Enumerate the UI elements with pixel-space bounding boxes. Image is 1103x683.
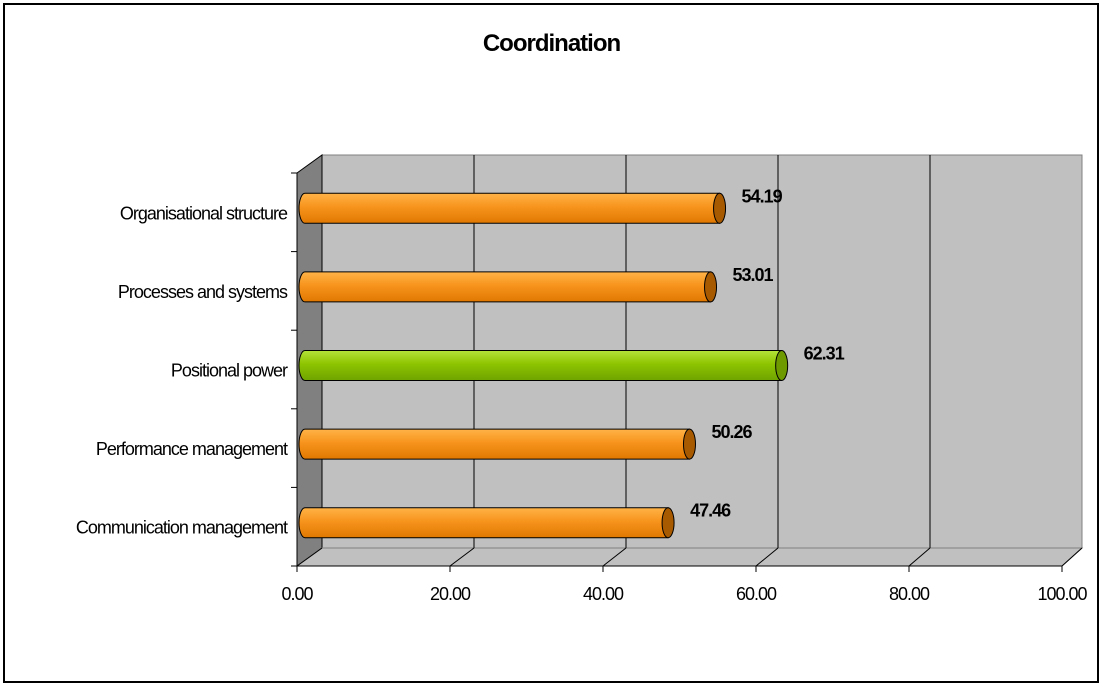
gridlines [291, 155, 1083, 572]
labels: 0.00 20.00 40.00 60.00 80.00 100.00 Communicat… [76, 186, 1089, 604]
data-label: 47.46 [690, 501, 731, 521]
bar-body [298, 350, 783, 381]
bar-end-cap [661, 507, 675, 539]
bar-end-cap [704, 271, 718, 303]
x-tick-label: 60.00 [736, 584, 777, 604]
bar-body [298, 428, 690, 460]
floor-gridline [296, 547, 323, 567]
bars [298, 192, 789, 539]
floor [295, 547, 1084, 567]
category-label: Processes and systems [118, 282, 288, 302]
bar-end-cap [713, 192, 727, 224]
x-tick-label: 80.00 [889, 584, 930, 604]
x-tick-label: 0.00 [281, 584, 313, 604]
data-label: 53.01 [733, 265, 774, 285]
floor-gridline [449, 547, 475, 567]
x-tick-label: 100.00 [1037, 584, 1087, 604]
data-label: 54.19 [742, 186, 783, 206]
bar-body [298, 192, 721, 224]
bar [298, 192, 727, 224]
bar [298, 271, 718, 303]
bar-body [298, 507, 669, 539]
bar-body [298, 271, 712, 303]
bar-end-cap [682, 428, 696, 460]
floor-gridline [755, 547, 779, 567]
bar [298, 507, 675, 539]
x-tick-label: 20.00 [430, 584, 471, 604]
floor-gridline [1061, 547, 1083, 567]
bar-highlight [298, 350, 789, 381]
x-tick-label: 40.00 [583, 584, 624, 604]
category-label: Communication management [76, 518, 288, 538]
floor-gridline [602, 547, 627, 567]
data-label: 50.26 [711, 422, 752, 442]
bar [298, 428, 696, 460]
data-label: 62.31 [804, 344, 845, 364]
bar-end-cap [775, 350, 789, 381]
chart-title: Coordination [482, 30, 621, 57]
category-label: Performance management [96, 439, 288, 459]
category-label: Positional power [171, 361, 288, 381]
category-label: Organisational structure [120, 203, 288, 223]
floor-gridline [908, 547, 931, 567]
